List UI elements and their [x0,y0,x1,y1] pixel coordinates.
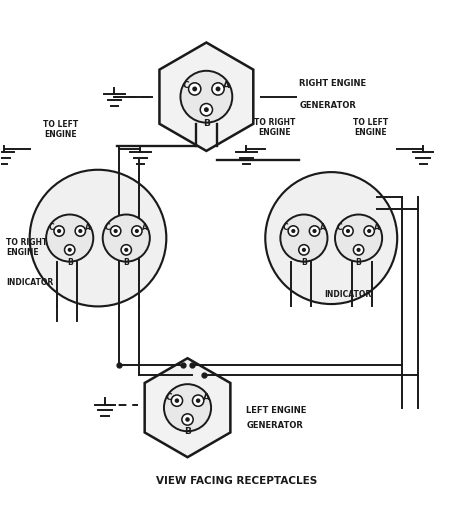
Text: C: C [337,223,343,232]
Circle shape [110,226,121,236]
Text: GENERATOR: GENERATOR [246,421,303,430]
Circle shape [124,248,128,252]
Text: C: C [165,393,172,402]
Circle shape [343,226,353,236]
Circle shape [78,229,82,233]
Circle shape [171,395,182,407]
Text: LEFT ENGINE: LEFT ENGINE [246,406,307,414]
Circle shape [182,414,193,425]
Circle shape [288,226,299,236]
Circle shape [346,229,350,233]
Circle shape [164,384,211,431]
Circle shape [299,244,309,255]
Circle shape [310,226,319,236]
Text: C: C [48,223,54,232]
Circle shape [57,229,61,233]
Circle shape [291,229,295,233]
Circle shape [185,417,190,422]
Text: B: B [203,119,210,128]
Text: A: A [142,223,148,232]
Circle shape [46,214,93,262]
Circle shape [132,226,142,236]
Circle shape [135,229,139,233]
Circle shape [212,83,224,95]
Text: A: A [319,223,326,232]
Circle shape [302,248,306,252]
Text: B: B [301,258,307,267]
Circle shape [30,170,166,306]
Circle shape [181,71,232,122]
Circle shape [312,229,317,233]
Circle shape [64,244,75,255]
Circle shape [367,229,371,233]
Circle shape [204,107,209,112]
Circle shape [335,214,382,262]
Text: C: C [105,223,110,232]
Text: B: B [356,258,362,267]
Text: INDICATOR: INDICATOR [324,290,372,299]
Text: B: B [184,427,191,436]
Circle shape [364,226,374,236]
Circle shape [189,83,201,95]
Polygon shape [145,358,230,457]
Text: TO RIGHT
ENGINE: TO RIGHT ENGINE [254,118,295,137]
Text: TO RIGHT
ENGINE: TO RIGHT ENGINE [6,238,47,257]
Circle shape [68,248,72,252]
Circle shape [200,103,212,116]
Text: C: C [182,81,189,90]
Circle shape [174,399,179,403]
Text: INDICATOR: INDICATOR [6,278,54,287]
Text: TO LEFT
ENGINE: TO LEFT ENGINE [43,120,78,139]
Circle shape [216,87,220,91]
Text: C: C [283,223,288,232]
Text: TO LEFT
ENGINE: TO LEFT ENGINE [353,118,388,137]
Circle shape [196,399,201,403]
Circle shape [121,244,131,255]
Circle shape [192,87,197,91]
Circle shape [103,214,150,262]
Text: B: B [67,258,73,267]
Text: A: A [85,223,91,232]
Circle shape [192,395,204,407]
Text: A: A [374,223,380,232]
Circle shape [54,226,64,236]
Circle shape [265,172,397,304]
Circle shape [114,229,118,233]
Circle shape [354,244,364,255]
Text: A: A [223,81,230,90]
Polygon shape [159,43,253,151]
Text: VIEW FACING RECEPTACLES: VIEW FACING RECEPTACLES [156,476,318,486]
Circle shape [75,226,85,236]
Text: RIGHT ENGINE: RIGHT ENGINE [299,79,366,88]
Text: B: B [123,258,129,267]
Text: GENERATOR: GENERATOR [299,101,356,110]
Circle shape [356,248,361,252]
Circle shape [280,214,328,262]
Text: A: A [203,393,210,402]
